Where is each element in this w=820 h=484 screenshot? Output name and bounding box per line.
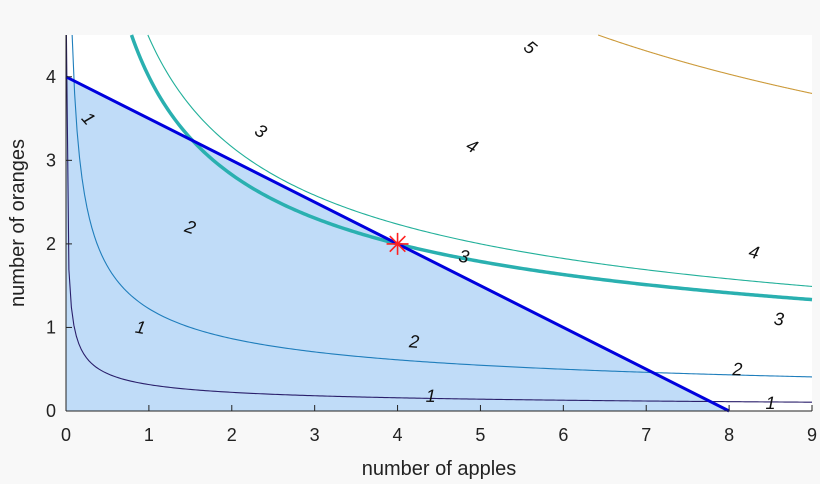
x-tick-label-3: 3	[310, 425, 320, 445]
contour-line-2-1	[71, 34, 813, 378]
contour-lines-layer	[65, 34, 813, 403]
contour-label-3-1: 3	[457, 246, 471, 268]
contour-line-3-2	[147, 34, 813, 287]
x-tick-label-0: 0	[61, 425, 71, 445]
y-axis-title: number of oranges	[7, 139, 29, 307]
axes-layer: 0 1 2 3 4 5 6 7 8 9 0 1 2 3 4	[46, 35, 817, 445]
contour-label-4-1: 4	[747, 241, 761, 263]
x-tick-label-4: 4	[393, 425, 403, 445]
contour-label-1-1: 1	[134, 317, 148, 339]
optimal-contour-line	[129, 34, 813, 302]
y-tick-label-3: 3	[46, 150, 56, 170]
x-tick-label-6: 6	[558, 425, 568, 445]
y-tick-label-2: 2	[46, 234, 56, 254]
x-tick-label-5: 5	[475, 425, 485, 445]
x-tick-label-8: 8	[724, 425, 734, 445]
contour-label-1-2: 1	[426, 386, 436, 406]
contour-line-4-3	[597, 34, 813, 94]
y-tick-label-0: 0	[46, 401, 56, 421]
y-tick-label-1: 1	[46, 317, 56, 337]
contour-line-1-0	[65, 34, 813, 403]
optimum-marker-layer	[386, 232, 409, 255]
x-tick-label-2: 2	[227, 425, 237, 445]
contour-label-2-1: 2	[407, 331, 419, 352]
x-tick-label-7: 7	[641, 425, 651, 445]
x-tick-label-9: 9	[807, 425, 817, 445]
y-tick-label-4: 4	[46, 67, 56, 87]
contour-label-1-3: 1	[765, 393, 775, 413]
contour-label-3-2: 3	[773, 309, 785, 330]
optimum-marker-stroke-3	[389, 235, 406, 253]
x-tick-label-1: 1	[144, 425, 154, 445]
contour-label-2-2: 2	[731, 359, 743, 379]
x-axis-title: number of apples	[362, 458, 517, 480]
